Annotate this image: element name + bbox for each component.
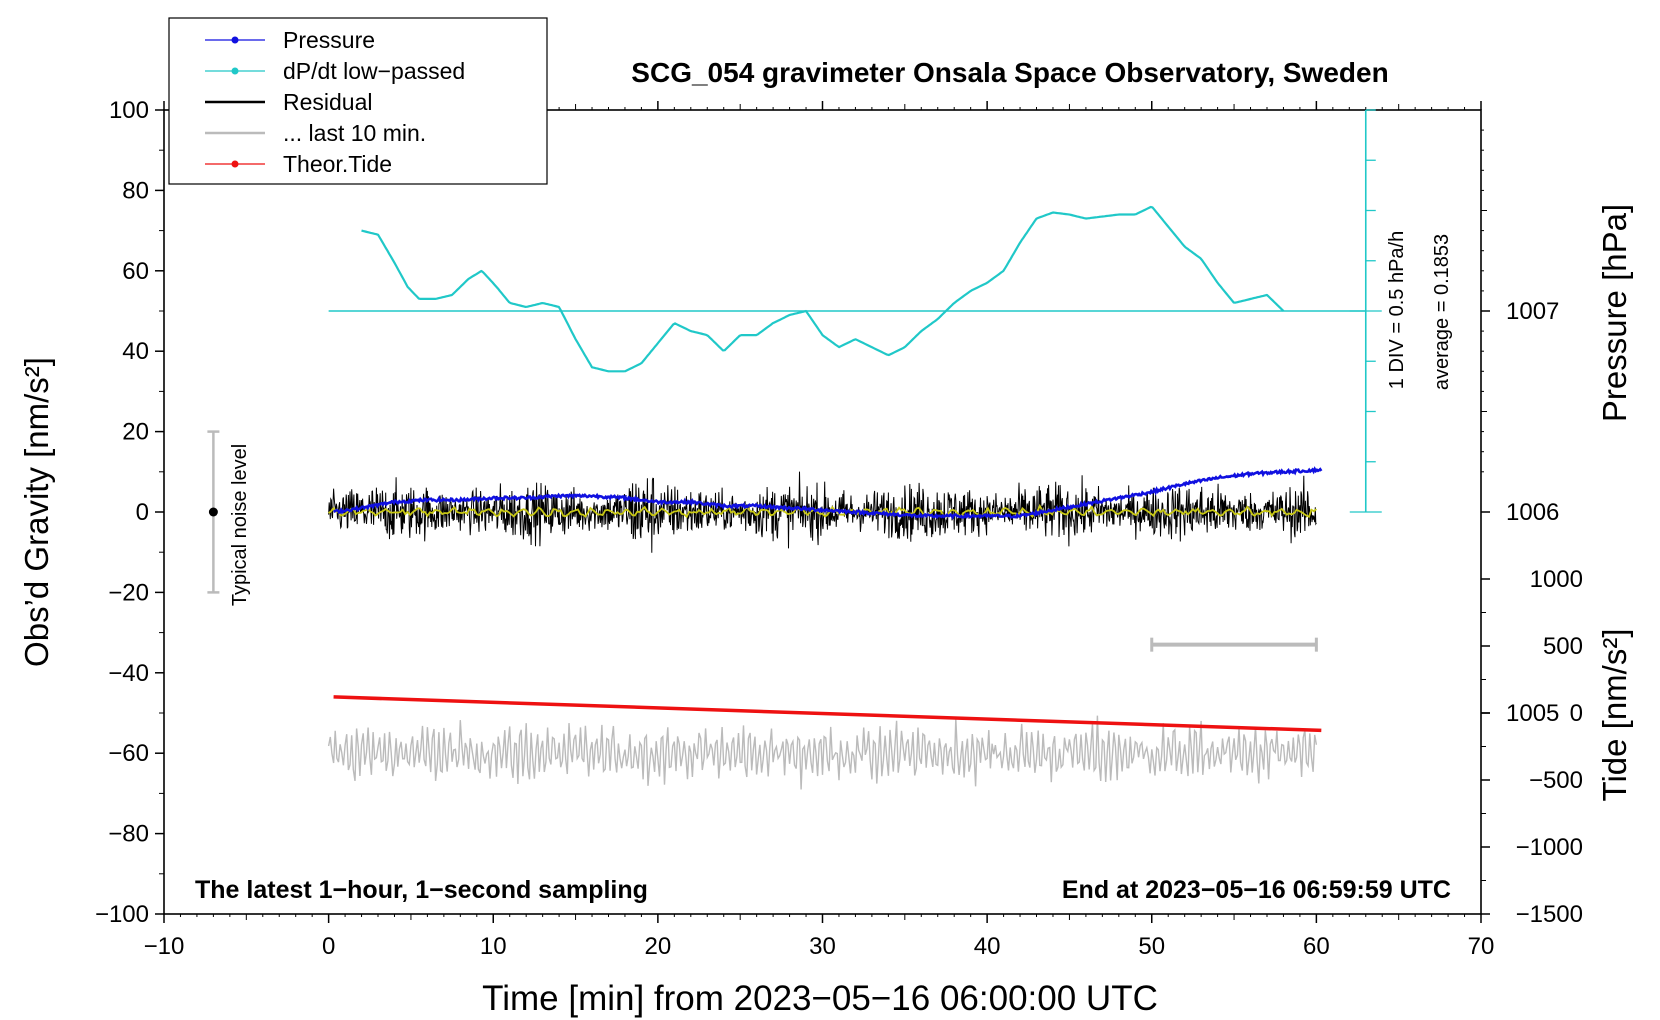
x-tick-label: 50 <box>1138 933 1165 960</box>
y-tick-label: 40 <box>122 338 149 365</box>
tide-tick-label: −1500 <box>1516 901 1583 928</box>
series-pressure <box>333 466 1323 520</box>
series-dpdt <box>361 205 1285 373</box>
annotation-end-time: End at 2023−05−16 06:59:59 UTC <box>1062 876 1451 904</box>
y-tick-label: 100 <box>109 97 149 124</box>
y-tick-label: 0 <box>136 499 149 526</box>
y-tick-label: 20 <box>122 419 149 446</box>
legend-marker <box>231 36 239 44</box>
y-tick-label: −80 <box>108 821 149 848</box>
annotation-dpdt-average: average = 0.1853 <box>1431 234 1453 390</box>
chart-title: SCG_054 gravimeter Onsala Space Observat… <box>631 57 1388 88</box>
pressure-tick-label: 1005 <box>1506 700 1559 727</box>
x-tick-label: 30 <box>809 933 836 960</box>
x-axis-label: Time [min] from 2023−05−16 06:00:00 UTC <box>482 979 1158 1018</box>
x-tick-label: 60 <box>1303 933 1330 960</box>
x-tick-label: −10 <box>144 933 185 960</box>
y-axis-label-pressure: Pressure [hPa] <box>1596 204 1633 422</box>
legend-marker <box>231 67 239 75</box>
annotation-dpdt-scale: 1 DIV = 0.5 hPa/h <box>1386 231 1408 389</box>
legend-label: dP/dt low−passed <box>283 58 465 84</box>
legend-marker <box>231 160 239 168</box>
pressure-tick-label: 1006 <box>1506 499 1559 526</box>
x-tick-label: 20 <box>645 933 672 960</box>
series-theor-tide <box>333 695 1322 733</box>
series-last-10-min <box>327 715 1318 790</box>
noise-center-dot <box>208 507 218 517</box>
x-tick-label: 0 <box>322 933 335 960</box>
pressure-tick-label: 1007 <box>1506 298 1559 325</box>
y-tick-label: 60 <box>122 258 149 285</box>
legend-label: ... last 10 min. <box>283 120 426 146</box>
x-tick-label: 70 <box>1468 933 1495 960</box>
y-axis-label-tide: Tide [nm/s²] <box>1596 629 1633 802</box>
legend-label: Residual <box>283 89 373 115</box>
annotation-noise-level: Typical noise level <box>229 444 251 606</box>
y-tick-label: 80 <box>122 177 149 204</box>
series-residual <box>328 471 1317 553</box>
y-axis-label-gravity: Obs’d Gravity [nm/s²] <box>18 357 55 667</box>
annotation-sampling: The latest 1−hour, 1−second sampling <box>195 876 648 904</box>
tide-tick-label: 1000 <box>1530 566 1583 593</box>
series-residual-smoothed <box>328 503 1317 519</box>
x-tick-label: 10 <box>480 933 507 960</box>
y-tick-label: −20 <box>108 579 149 606</box>
tide-tick-label: 500 <box>1543 633 1583 660</box>
legend-label: Pressure <box>283 27 375 53</box>
y-tick-label: −40 <box>108 660 149 687</box>
y-tick-label: −60 <box>108 740 149 767</box>
tide-tick-label: −1000 <box>1516 834 1583 861</box>
legend-label: Theor.Tide <box>283 151 392 177</box>
tide-tick-label: 0 <box>1570 700 1583 727</box>
tide-tick-label: −500 <box>1529 767 1583 794</box>
y-tick-label: −100 <box>95 901 149 928</box>
x-tick-label: 40 <box>974 933 1001 960</box>
